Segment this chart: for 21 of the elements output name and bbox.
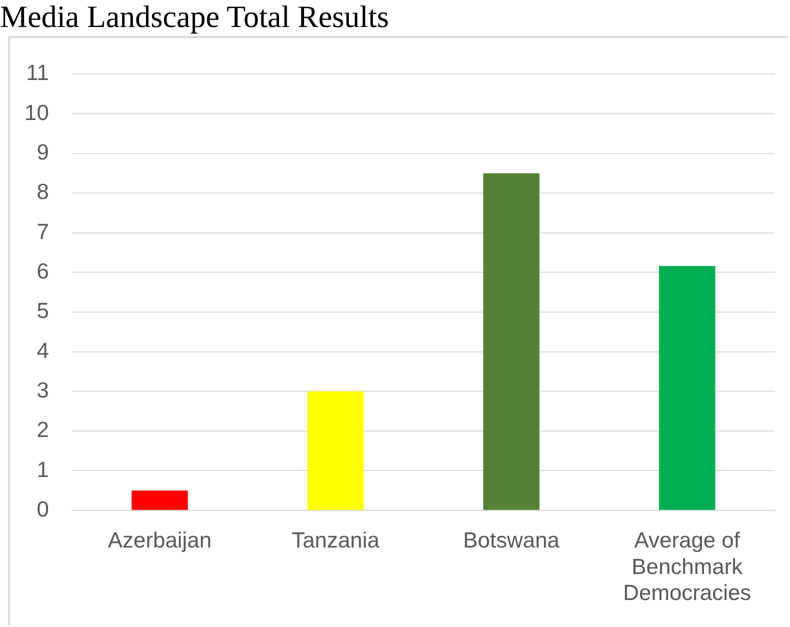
bar xyxy=(307,391,364,510)
y-tick-label: 9 xyxy=(36,139,49,164)
x-tick-label: Botswana xyxy=(463,528,560,553)
y-tick-label: 3 xyxy=(36,377,49,402)
x-tick-label: Tanzania xyxy=(292,528,380,553)
y-tick-label: 7 xyxy=(36,218,49,244)
y-tick-label: 5 xyxy=(36,298,49,324)
x-tick-label: Average of Benchmark Democracies xyxy=(623,528,752,606)
y-tick-label: 11 xyxy=(26,60,49,86)
bar xyxy=(132,490,188,510)
x-tick-label: Azerbaijan xyxy=(108,528,212,553)
chart-title: Media Landscape Total Results xyxy=(0,0,389,34)
y-tick-label: 4 xyxy=(36,338,49,363)
y-tick-label: 6 xyxy=(36,258,49,284)
y-tick-label: 10 xyxy=(24,100,49,125)
y-tick-label: 0 xyxy=(36,496,49,522)
y-tick-label: 8 xyxy=(36,179,49,204)
y-tick-label: 2 xyxy=(36,417,49,442)
y-tick-label: 1 xyxy=(36,456,49,482)
bar xyxy=(659,266,716,510)
bar xyxy=(483,173,540,510)
